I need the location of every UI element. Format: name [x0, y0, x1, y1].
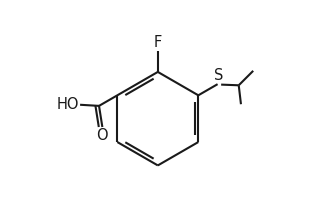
Text: S: S [214, 68, 223, 83]
Text: HO: HO [57, 97, 79, 112]
Text: O: O [96, 128, 108, 143]
Text: F: F [154, 35, 162, 50]
